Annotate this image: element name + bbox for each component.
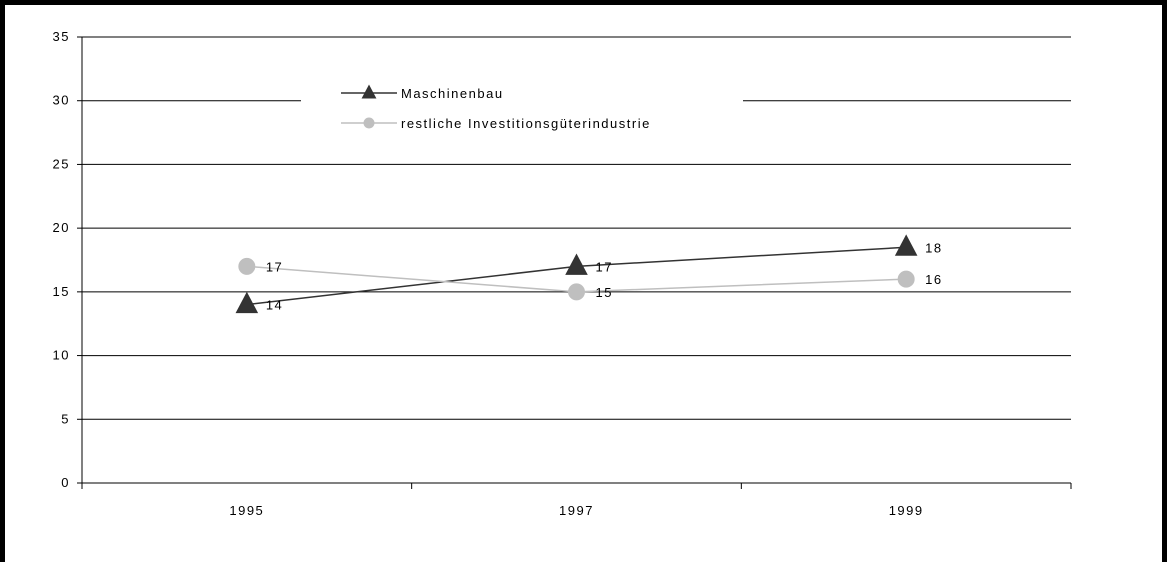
series-0: 14 17 18	[235, 234, 942, 314]
legend: Maschinenbau restliche Investitionsgüteri…	[341, 84, 651, 131]
x-tick-label-1999: 1999	[889, 503, 924, 518]
y-tick-label-15: 15	[53, 284, 70, 299]
data-label-0-2: 18	[925, 240, 942, 255]
y-tick-label-20: 20	[53, 220, 70, 235]
data-point-0-2	[894, 234, 918, 256]
legend-marker-0	[361, 84, 377, 99]
data-label-1-2: 16	[925, 272, 942, 287]
data-label-1-1: 15	[596, 285, 613, 300]
y-axis-ticks: 0 5 10 15 20 25 30 35	[53, 29, 82, 490]
x-axis-ticks: 1995 1997 1999	[81, 483, 1072, 518]
series-1: 17 15 16	[238, 257, 942, 301]
x-tick-label-1997: 1997	[559, 503, 594, 518]
line-chart: 0 5 10 15 20 25 30 35 1995 1997 1999 Maschinenbau…	[53, 29, 1072, 518]
y-tick-label-25: 25	[53, 156, 70, 171]
data-point-0-1	[565, 253, 588, 275]
legend-label-0: Maschinenbau	[401, 86, 504, 101]
y-tick-label-35: 35	[53, 29, 70, 44]
data-label-1-0: 17	[266, 259, 283, 274]
data-label-0-0: 14	[266, 298, 283, 313]
legend-marker-1	[363, 117, 375, 129]
axes	[81, 37, 1071, 484]
legend-label-1: restliche Investitionsgüterindustrie	[401, 116, 651, 131]
gridlines	[82, 36, 1071, 420]
y-tick-label-10: 10	[53, 348, 70, 363]
data-point-0-0	[235, 291, 259, 314]
data-point-1-0	[238, 257, 256, 275]
y-tick-label-0: 0	[61, 475, 70, 490]
legend-item-1: restliche Investitionsgüterindustrie	[341, 116, 651, 131]
x-tick-label-1995: 1995	[229, 503, 264, 518]
legend-item-0: Maschinenbau	[341, 84, 504, 101]
data-label-0-1: 17	[596, 259, 613, 274]
y-tick-label-5: 5	[61, 411, 70, 426]
y-tick-label-30: 30	[53, 93, 70, 108]
series-layer: 14 17 18 17 15 16	[235, 234, 942, 314]
data-point-1-1	[568, 283, 585, 301]
data-point-1-2	[897, 270, 915, 288]
